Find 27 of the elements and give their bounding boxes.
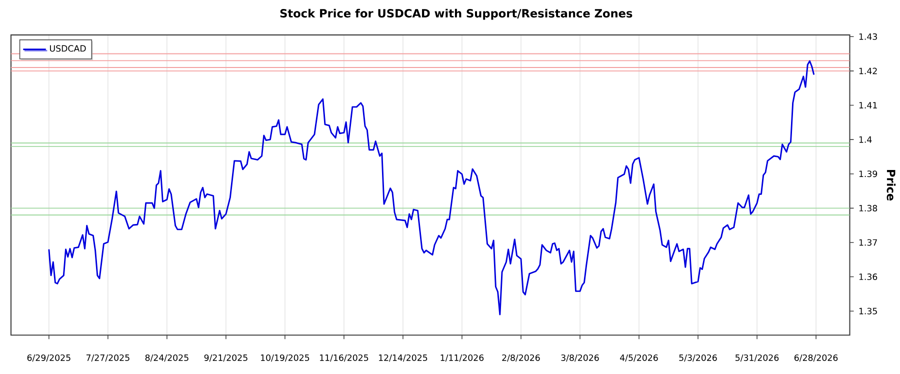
y-tick-label: 1.38 (859, 204, 878, 212)
x-tick-label: 10/19/2025 (260, 354, 310, 362)
y-tick-label: 1.35 (859, 308, 877, 314)
x-tick-label: 11/16/2025 (320, 354, 368, 362)
y-tick-label: 1.43 (859, 33, 877, 40)
y-tick-label: 1.39 (859, 170, 878, 178)
x-tick-label: 6/29/2025 (27, 354, 70, 362)
x-tick-label: 8/24/2025 (145, 354, 188, 362)
x-tick-label: 9/21/2025 (204, 354, 248, 362)
chart-title: Stock Price for USDCAD with Support/Resistance Zones (280, 8, 632, 20)
x-tick-label: 5/3/2026 (679, 354, 717, 362)
y-tick-label: 1.42 (859, 68, 877, 74)
x-tick-label: 3/8/2026 (561, 354, 599, 362)
y-tick-label: 1.37 (859, 239, 877, 246)
y-tick-label: 1.41 (859, 102, 877, 108)
x-tick-label: 12/14/2025 (379, 354, 428, 362)
x-tick-label: 5/31/2026 (736, 354, 779, 362)
y-tick-label: 1.36 (859, 274, 878, 280)
x-tick-label: 4/5/2026 (620, 354, 658, 362)
y-tick-label: 1.4 (859, 136, 872, 143)
y-axis-title: Price (886, 170, 896, 201)
legend-label: USDCAD (50, 45, 86, 52)
line-series (48, 60, 815, 316)
x-tick-label: 1/11/2026 (440, 354, 484, 362)
x-tick-label: 6/28/2026 (794, 354, 838, 362)
x-tick-label: 7/27/2025 (86, 354, 130, 362)
x-tick-label: 2/8/2026 (502, 354, 540, 362)
